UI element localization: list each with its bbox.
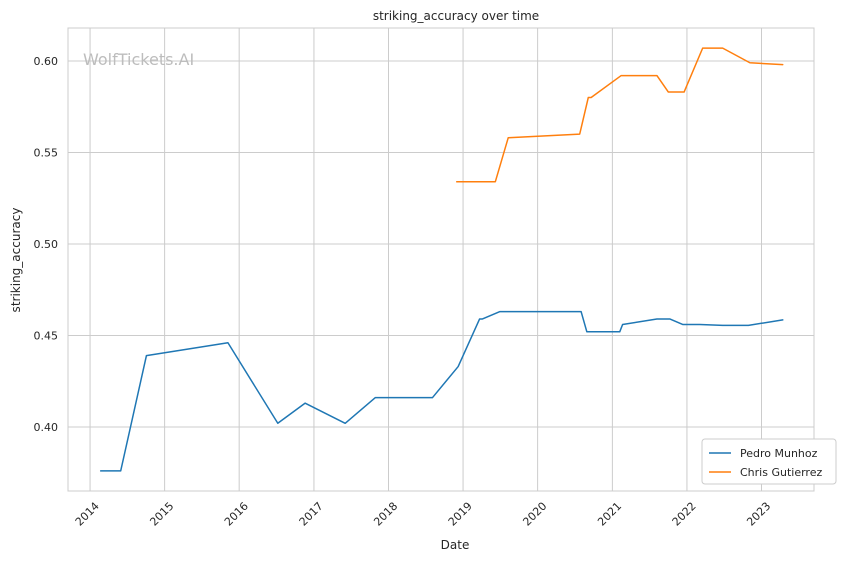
y-tick-labels: 0.40 0.45 0.50 0.55 0.60 [34,55,59,434]
grid [68,28,814,491]
legend: Pedro Munhoz Chris Gutierrez [701,438,837,485]
y-tick-label: 0.60 [34,55,59,68]
legend-label-pedro-munhoz: Pedro Munhoz [740,447,818,460]
y-tick-label: 0.45 [34,329,59,342]
plot-frame [67,27,815,492]
series-line-chris-gutierrez [455,47,784,183]
y-tick-label: 0.55 [34,146,59,159]
x-axis-title: Date [441,538,470,552]
y-axis-title: striking_accuracy [9,208,23,313]
chart-title: striking_accuracy over time [373,9,539,23]
y-tick-label: 0.50 [34,238,59,251]
y-tick-label: 0.40 [34,421,59,434]
watermark: WolfTickets.AI [83,50,194,69]
series-line-pedro-munhoz [99,310,784,472]
legend-box [701,438,837,485]
plot-area-background [68,28,814,491]
series-lines [99,47,784,472]
legend-label-chris-gutierrez: Chris Gutierrez [740,466,822,479]
